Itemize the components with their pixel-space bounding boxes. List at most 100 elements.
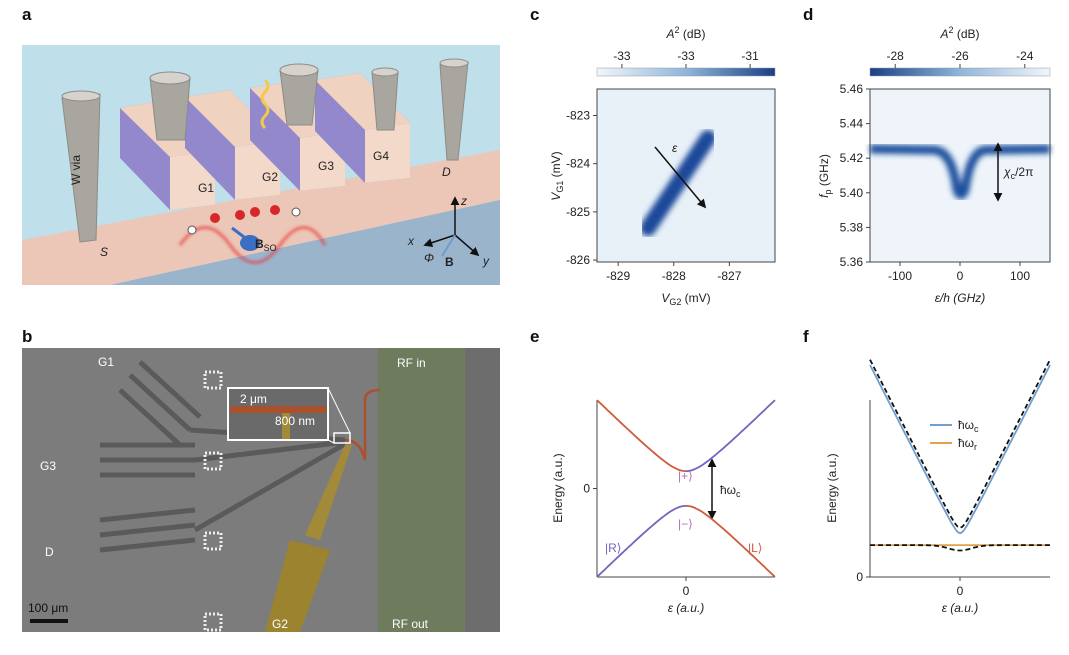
wavefunction [179,226,326,264]
axis-label: x [407,234,415,248]
y-tick-label: 0 [856,570,863,584]
x-tick-label: -829 [606,269,630,283]
x-tick-label: 0 [957,269,964,283]
gate-label: G3 [318,159,334,173]
y-tick-label: 5.44 [840,117,864,131]
panel-label: a [22,5,32,24]
spins [187,205,301,235]
x-axis-label: ε/h (GHz) [935,291,986,305]
colorbar-tick-label: -33 [677,49,695,63]
qubit-curve [869,364,1051,535]
rf-out: RF out [392,617,429,631]
panel-b: b 2 μm 800 nm G1 G3 D G2 RF in RF out [22,327,500,632]
legend-label: ħωc [958,418,979,434]
gate-label: G2 [272,617,288,631]
gates [120,73,410,210]
colorbar-tick-label: -31 [741,49,759,63]
gate-label: D [45,545,54,559]
energy-curve [685,399,776,473]
y-tick-label: -825 [566,205,590,219]
hybrid-curve [870,544,1050,552]
g2-lead [305,445,352,540]
legend-label: ħωr [958,436,977,452]
y-tick-label: 5.36 [840,255,864,269]
colorbar-tick-label: -24 [1016,49,1034,63]
x-axis-label: VG2 (mV) [661,291,710,307]
axis-label: z [460,194,467,208]
energy-curve [596,504,687,578]
colorbar-tick-label: -26 [951,49,969,63]
transition-line [640,130,716,236]
scale-bar-label: 100 μm [28,601,68,615]
x-tick-label: 100 [1010,269,1030,283]
panel-label: e [530,327,539,346]
gate-label: G1 [198,181,214,195]
x-axis-label: ε (a.u.) [942,601,979,615]
axis-label: y [482,254,490,268]
state-label: |+⟩ [678,469,693,483]
heatmap [870,89,1050,262]
x-tick-label: 0 [957,584,964,598]
y-tick-label: 5.38 [840,220,864,234]
gap-label: ħωc [720,483,741,499]
y-tick-label: 5.46 [840,82,864,96]
hybrid-curve [869,359,1051,529]
markers [203,370,223,632]
bso-label: BSO [255,237,277,253]
rf-in: RF in [397,356,426,370]
inset-width: 2 μm [240,392,267,406]
panel-f: f Energy (a.u.) ε (a.u.) 0 0 ħωc ħωr [803,327,1051,615]
panel-label: d [803,5,813,24]
x-axis-label: ε (a.u.) [668,601,705,615]
panel-a: a [22,5,500,285]
rf-line [344,388,381,461]
arrow-label: ε [672,141,678,155]
via-label: W via [69,155,83,185]
y-tick-label: 5.40 [840,186,864,200]
colorbar-tick-label: -33 [613,49,631,63]
y-axis-label: fp (GHz) [817,154,833,198]
gate-pads [99,360,347,553]
field-label: B [445,255,454,269]
y-tick-label: -823 [566,109,590,123]
panel-label: b [22,327,32,346]
resonance [869,144,1051,200]
panel-e: e Energy (a.u.) ε (a.u.) |+⟩ |−⟩ |R⟩ |L⟩… [530,327,776,615]
y-axis-label: Energy (a.u.) [825,453,839,522]
state-label: |L⟩ [748,541,762,555]
panel-d: d A2 (dB) χc/2π fp (GHz) ε/h (GHz) -100 0… [803,5,1051,305]
y-axis-label: Energy (a.u.) [551,453,565,522]
annotation: χc/2π [1003,165,1033,181]
colorbar [596,67,776,77]
energy-curve [596,399,687,473]
microwave [260,78,270,130]
gate-label: G4 [373,149,389,163]
plot-frame [596,88,776,263]
colorbar [869,67,1051,77]
colorbar-title: A2 (dB) [665,25,705,41]
inset-length: 800 nm [275,414,315,428]
resonator [378,348,465,632]
axes-triad [423,196,480,257]
x-tick-label: -828 [662,269,686,283]
y-tick-label: -824 [566,157,590,171]
x-tick-label: -100 [888,269,912,283]
gate-label: G1 [98,355,114,369]
gate-label: G3 [40,459,56,473]
colorbar-title: A2 (dB) [939,25,979,41]
x-tick-label: -827 [717,269,741,283]
detuning-arrow [654,146,707,209]
angle-label: Φ [424,251,434,265]
g2-pad [265,540,330,632]
y-tick-label: 0 [583,482,590,496]
y-axis-label: VG1 (mV) [549,151,565,200]
vias [61,58,469,243]
energy-curve [685,504,776,578]
drain-label: D [442,165,451,179]
source-label: S [100,245,108,259]
y-tick-label: -826 [566,253,590,267]
y-tick-label: 5.42 [840,151,864,165]
colorbar-tick-label: -28 [887,49,905,63]
